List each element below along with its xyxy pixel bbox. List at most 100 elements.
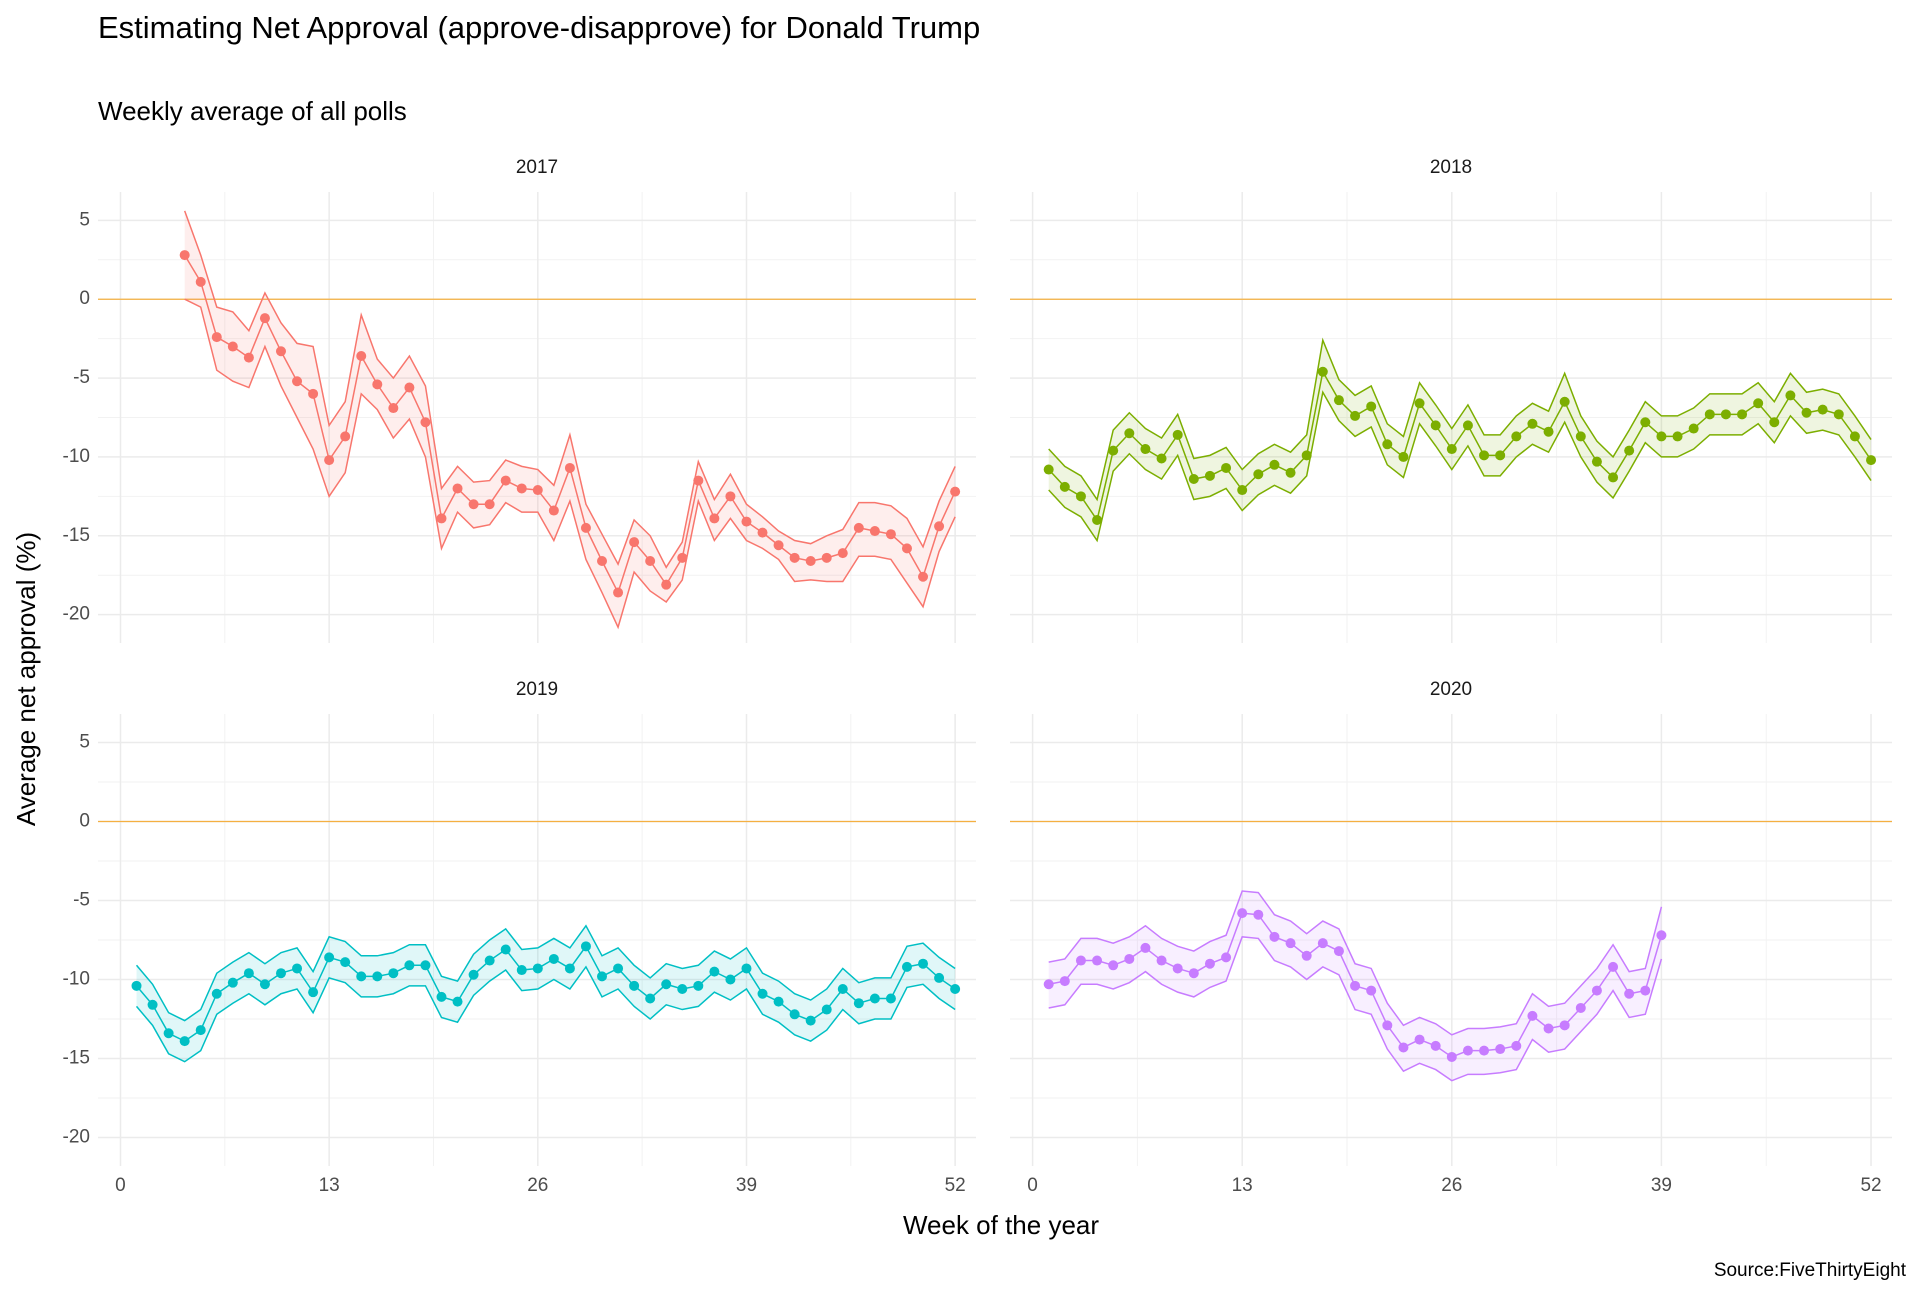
point: [1221, 462, 1232, 473]
point: [275, 968, 286, 979]
x-tick-label: 13: [1232, 1175, 1253, 1196]
point: [789, 1009, 800, 1020]
point: [1833, 409, 1844, 420]
point: [1801, 407, 1812, 418]
point: [1188, 968, 1199, 979]
point: [869, 526, 880, 537]
point: [805, 556, 816, 566]
point: [1591, 985, 1602, 996]
point: [1253, 469, 1264, 480]
point: [243, 968, 254, 979]
y-tick-label: -5: [73, 890, 90, 911]
point: [1172, 963, 1183, 974]
point: [1591, 456, 1602, 467]
point: [1720, 409, 1731, 420]
point: [1543, 426, 1554, 437]
point: [805, 1015, 816, 1026]
x-tick-label: 39: [736, 1175, 757, 1196]
point: [885, 529, 896, 540]
point: [950, 486, 961, 497]
point: [484, 499, 495, 510]
panel: 2019 5 0 -5 -10 -15 -20 0 13 26 39 52: [63, 679, 976, 1196]
point: [292, 963, 303, 974]
point: [1285, 938, 1296, 949]
point: [885, 993, 896, 1004]
point: [420, 960, 431, 971]
band-edge-lower: [184, 298, 956, 630]
point: [147, 999, 158, 1010]
point: [950, 983, 961, 994]
point: [789, 552, 800, 563]
point: [613, 963, 624, 974]
point: [372, 379, 383, 390]
point: [1140, 942, 1151, 953]
mean-line: [135, 944, 956, 1043]
point: [340, 431, 351, 442]
point: [580, 941, 591, 952]
point: [532, 963, 543, 974]
point: [757, 988, 768, 999]
confidence-band: [184, 210, 956, 628]
point: [597, 971, 608, 982]
point: [1704, 409, 1715, 420]
y-tick-label: -10: [63, 969, 90, 990]
point: [516, 965, 527, 976]
point: [1511, 1040, 1522, 1051]
point: [227, 977, 238, 988]
point: [1092, 955, 1103, 966]
point: [452, 996, 463, 1007]
point: [308, 388, 319, 399]
point: [1301, 450, 1312, 461]
point: [661, 979, 672, 990]
point: [645, 993, 656, 1004]
chart-subtitle: Weekly average of all polls: [98, 96, 407, 126]
point: [1495, 450, 1506, 461]
point: [211, 332, 222, 343]
point: [1382, 1020, 1393, 1031]
y-tick-label: -5: [73, 367, 90, 388]
point: [195, 276, 206, 287]
point: [629, 980, 640, 991]
point: [1608, 961, 1619, 972]
point: [468, 969, 479, 980]
point: [388, 968, 399, 979]
band-edge-upper: [135, 924, 956, 1022]
panel: 2018: [1010, 157, 1892, 643]
point: [179, 1036, 190, 1047]
point: [1172, 429, 1183, 440]
point: [580, 522, 591, 533]
point: [324, 952, 335, 963]
y-tick-label: -10: [63, 446, 90, 467]
point: [1124, 953, 1135, 964]
point: [1124, 428, 1135, 439]
point: [163, 1028, 174, 1039]
point: [693, 980, 704, 991]
point: [1317, 366, 1328, 377]
point: [1479, 450, 1490, 461]
point: [901, 543, 912, 554]
point: [1075, 491, 1086, 502]
point: [1785, 390, 1796, 401]
point: [227, 341, 238, 352]
point: [292, 376, 303, 387]
point: [757, 527, 768, 538]
point: [308, 987, 319, 998]
point: [741, 963, 752, 974]
source-note: Source:FiveThirtyEight: [1714, 1260, 1907, 1281]
point: [837, 983, 848, 994]
point: [1333, 946, 1344, 957]
point: [1462, 420, 1473, 431]
point: [259, 979, 270, 990]
band-edge-lower: [135, 965, 956, 1063]
point: [532, 485, 543, 496]
point: [1043, 464, 1054, 475]
point: [1059, 481, 1070, 492]
point: [869, 993, 880, 1004]
point: [1753, 398, 1764, 409]
x-tick-label: 0: [1027, 1175, 1038, 1196]
point: [548, 953, 559, 964]
point: [324, 455, 335, 466]
point: [500, 475, 511, 486]
point: [1366, 401, 1377, 412]
point: [1092, 515, 1103, 525]
